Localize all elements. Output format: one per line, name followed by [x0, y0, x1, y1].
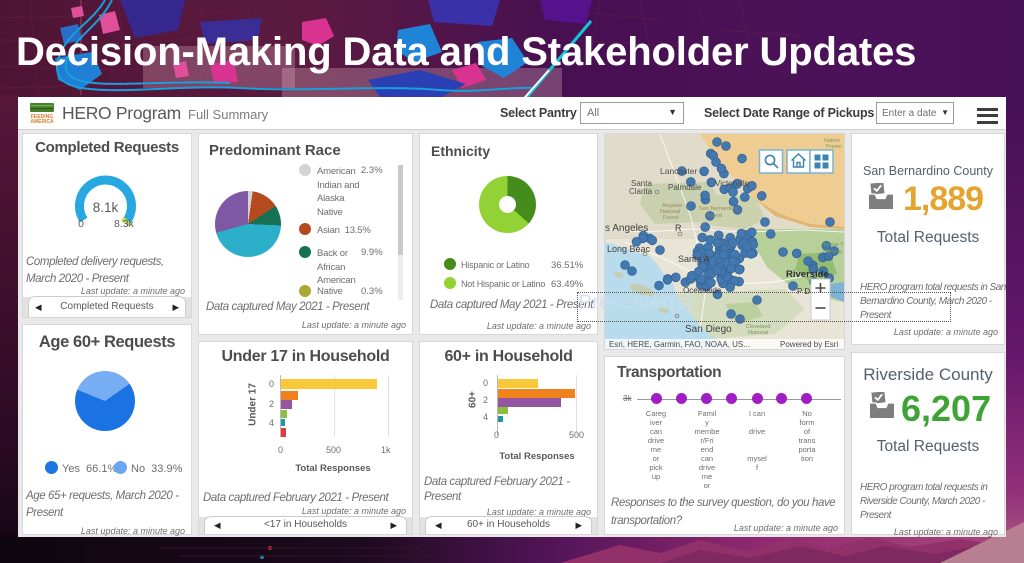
svg-text:FEEDING: FEEDING	[31, 114, 53, 120]
svg-text:National: National	[660, 209, 680, 215]
svg-text:Nationa: Nationa	[823, 249, 843, 255]
svg-text:Preser: Preser	[826, 144, 842, 150]
svg-text:Forest: Forest	[707, 213, 723, 219]
svg-text:Powered by Esri: Powered by Esri	[780, 340, 838, 349]
svg-text:Cleveland: Cleveland	[746, 324, 770, 330]
svg-text:Riverside: Riverside	[786, 269, 829, 280]
svg-text:Forest: Forest	[663, 215, 679, 221]
svg-text:AMERICA: AMERICA	[30, 119, 54, 124]
svg-text:National: National	[748, 330, 768, 336]
svg-text:R: R	[675, 223, 682, 233]
svg-text:Lancaster: Lancaster	[660, 166, 697, 176]
svg-text:San Bernardino: San Bernardino	[699, 206, 737, 212]
svg-text:Long Beac: Long Beac	[607, 244, 651, 254]
svg-text:Angelea: Angelea	[662, 203, 683, 209]
svg-text:Santa: Santa	[631, 179, 652, 188]
svg-text:Clarita: Clarita	[629, 187, 653, 196]
svg-text:8.3k: 8.3k	[114, 218, 135, 230]
svg-text:0: 0	[78, 218, 84, 230]
svg-text:8.1k: 8.1k	[93, 200, 119, 215]
svg-text:Esri, HERE, Garmin, FAO, NOAA,: Esri, HERE, Garmin, FAO, NOAA, US...	[609, 340, 750, 349]
svg-text:Nation: Nation	[824, 138, 840, 144]
svg-text:San Diego: San Diego	[685, 324, 732, 335]
svg-text:s Angeles: s Angeles	[605, 223, 648, 234]
svg-text:Oceanside: Oceanside	[683, 286, 722, 295]
svg-text:Victorville: Victorville	[715, 179, 750, 188]
svg-text:Palmdale: Palmdale	[668, 183, 702, 192]
svg-text:Santa A: Santa A	[678, 254, 710, 264]
svg-text:Joshua Tr: Joshua Tr	[821, 242, 844, 248]
